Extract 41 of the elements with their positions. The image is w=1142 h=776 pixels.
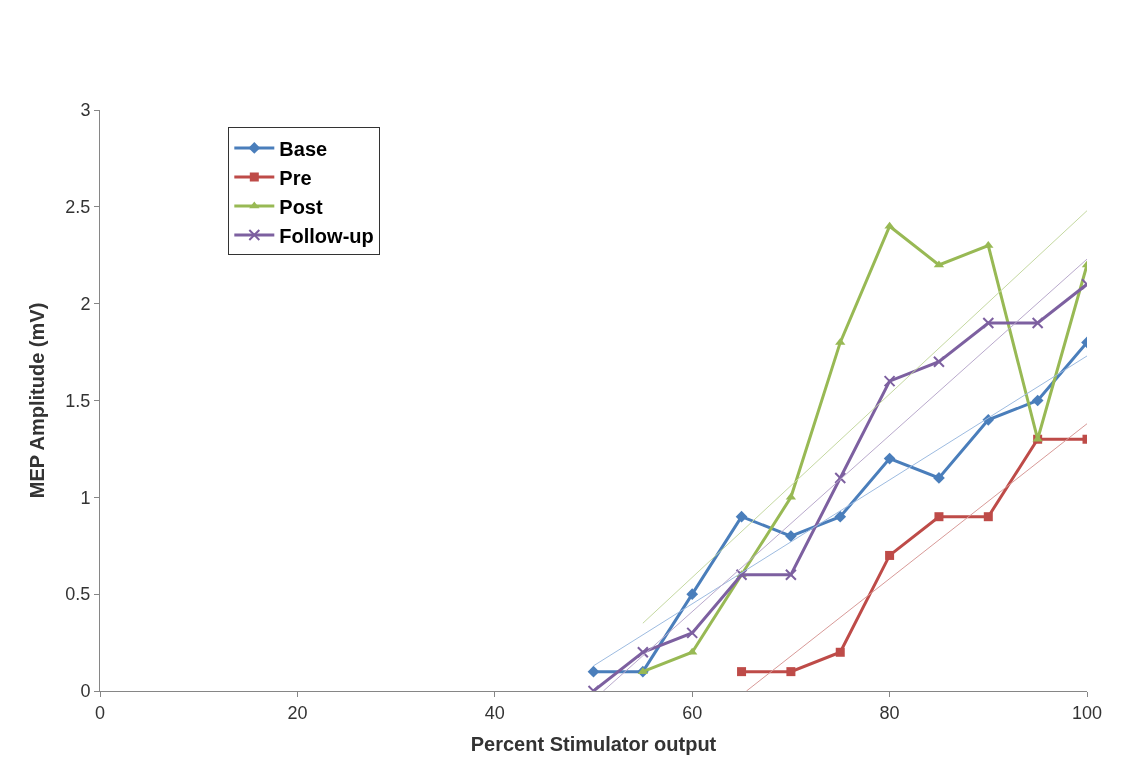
point (737, 667, 747, 677)
legend-label: Pre (279, 166, 312, 189)
y-tick-label: 0 (80, 681, 91, 702)
y-tick-label: 1 (80, 487, 91, 508)
point (686, 626, 699, 639)
legend-label: Follow-up (279, 224, 374, 247)
point (834, 510, 847, 523)
point (735, 510, 748, 523)
y-tick-label: 2.5 (65, 197, 91, 218)
point (932, 355, 945, 368)
point (785, 530, 797, 542)
point (1031, 317, 1044, 330)
x-axis-title: Percent Stimulator output (470, 733, 717, 756)
point (636, 646, 649, 659)
point (934, 512, 944, 522)
point (1031, 394, 1044, 407)
y-tick-label: 3 (80, 100, 91, 121)
x-tick-label: 20 (287, 702, 308, 723)
point (784, 568, 797, 581)
point (786, 667, 796, 677)
y-tick-label: 2 (80, 293, 91, 314)
x-tick-label: 80 (879, 702, 900, 723)
point (587, 665, 600, 678)
legend-label: Base (279, 137, 328, 160)
point (885, 550, 895, 560)
point (835, 337, 846, 345)
point (835, 647, 845, 657)
x-tick-label: 40 (484, 702, 505, 723)
x-tick-label: 100 (1071, 702, 1103, 723)
point (834, 471, 847, 484)
point (983, 512, 993, 522)
point (982, 317, 995, 330)
point (883, 375, 896, 388)
x-tick-label: 60 (682, 702, 703, 723)
y-tick-label: 0.5 (65, 584, 91, 605)
point (686, 588, 699, 601)
x-tick-label: 0 (94, 702, 106, 723)
point (883, 452, 896, 465)
y-axis-title: MEP Amplitude (mV) (25, 302, 48, 499)
legend-label: Post (279, 195, 323, 218)
y-tick-label: 1.5 (65, 390, 91, 411)
